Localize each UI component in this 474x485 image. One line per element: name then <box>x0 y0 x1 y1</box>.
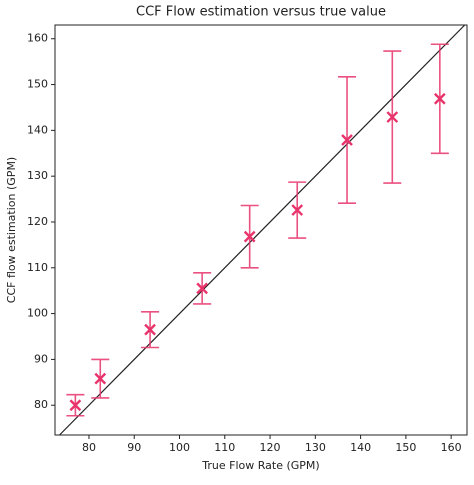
x-tick-label: 90 <box>127 441 141 454</box>
x-tick-label: 100 <box>169 441 190 454</box>
x-tick-label: 80 <box>82 441 96 454</box>
x-tick-label: 150 <box>395 441 416 454</box>
point <box>69 399 82 412</box>
y-tick-label: 100 <box>27 307 48 320</box>
y-tick-label: 130 <box>27 169 48 182</box>
y-tick-label: 140 <box>27 123 48 136</box>
point <box>386 111 399 123</box>
point <box>144 323 156 336</box>
y-tick-label: 150 <box>27 78 48 91</box>
plot-frame <box>54 24 468 436</box>
y-tick-label: 80 <box>34 398 48 411</box>
x-tick-label: 160 <box>441 441 462 454</box>
x-tick-label: 120 <box>260 441 281 454</box>
y-tick-label: 160 <box>27 32 48 45</box>
y-axis-label: CCF flow estimation (GPM) <box>5 157 18 303</box>
x-tick-label: 130 <box>305 441 326 454</box>
y-tick-label: 110 <box>27 261 48 274</box>
point <box>341 134 353 146</box>
y-tick-label: 120 <box>27 215 48 228</box>
x-tick-label: 110 <box>214 441 235 454</box>
point <box>196 282 208 295</box>
point <box>433 92 446 105</box>
chart-title: CCF Flow estimation versus true value <box>136 5 386 20</box>
point <box>94 372 107 385</box>
y-tick-label: 90 <box>34 352 48 365</box>
x-axis-label: True Flow Rate (GPM) <box>201 459 319 472</box>
reference-line <box>59 24 466 436</box>
point <box>291 204 304 216</box>
x-tick-label: 140 <box>350 441 371 454</box>
point <box>243 230 256 243</box>
